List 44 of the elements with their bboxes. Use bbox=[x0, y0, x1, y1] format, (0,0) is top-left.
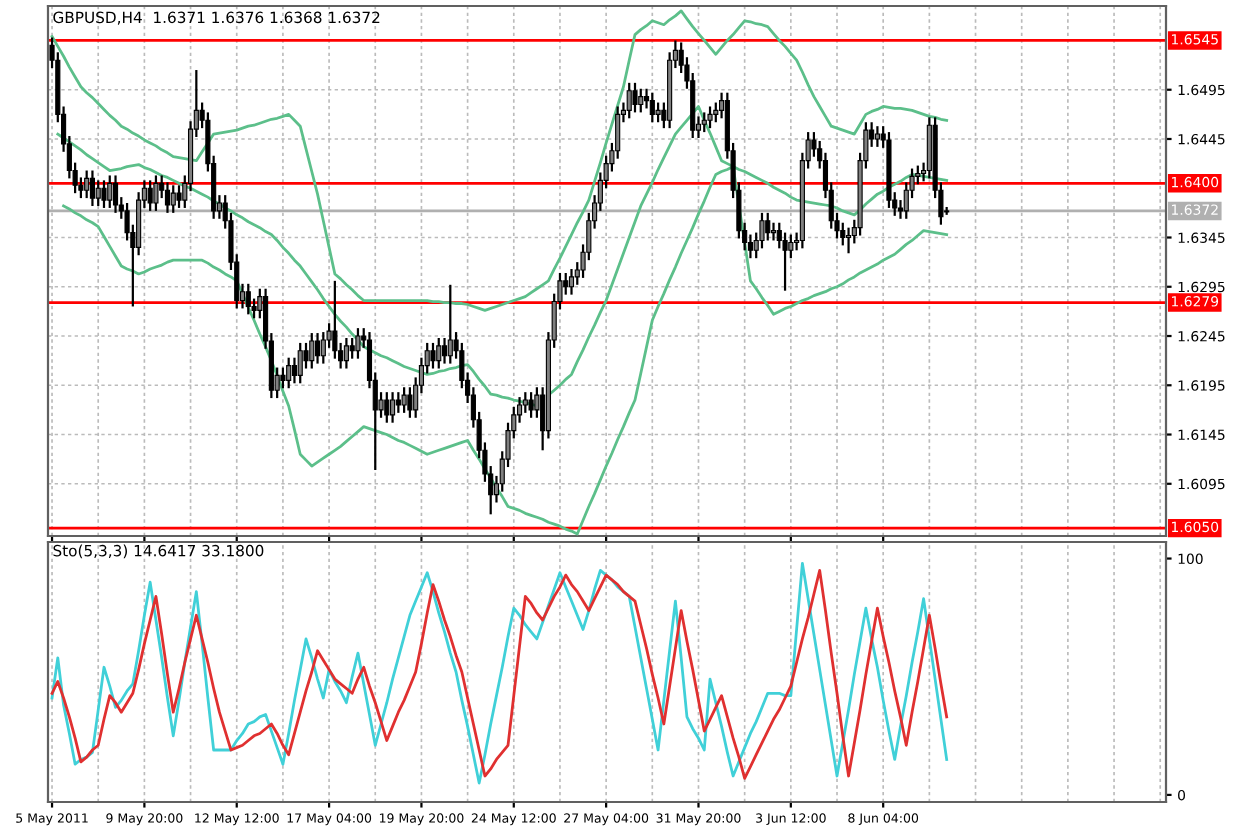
candlestick bbox=[770, 221, 777, 242]
candlestick bbox=[390, 391, 396, 424]
candlestick bbox=[245, 282, 251, 316]
candlestick bbox=[153, 174, 159, 213]
candlestick bbox=[845, 226, 852, 255]
candlestick bbox=[568, 267, 575, 296]
candlestick bbox=[655, 101, 661, 124]
candlestick bbox=[343, 336, 349, 370]
candlestick bbox=[713, 101, 719, 124]
candlestick bbox=[765, 211, 771, 242]
candlestick bbox=[297, 341, 303, 385]
candlestick bbox=[638, 87, 644, 114]
candlestick bbox=[430, 341, 436, 370]
candlestick bbox=[176, 184, 182, 210]
candlestick bbox=[782, 231, 788, 292]
candlestick bbox=[84, 169, 90, 200]
candlestick bbox=[147, 179, 153, 213]
line-series bbox=[50, 9, 949, 312]
candlestick bbox=[164, 181, 171, 214]
candlestick bbox=[707, 105, 713, 130]
candlestick bbox=[840, 221, 846, 247]
candlestick bbox=[101, 179, 107, 210]
candlestick bbox=[874, 125, 880, 148]
candlestick bbox=[355, 327, 361, 360]
candlestick bbox=[309, 331, 315, 370]
candlestick bbox=[107, 174, 113, 210]
candlestick bbox=[320, 330, 326, 365]
candlestick bbox=[303, 341, 309, 370]
candlestick bbox=[436, 336, 442, 370]
candlestick bbox=[528, 391, 534, 419]
candlestick bbox=[701, 111, 707, 134]
candlestick bbox=[89, 169, 96, 208]
candlestick bbox=[759, 211, 765, 250]
candlestick bbox=[170, 184, 176, 214]
candlestick bbox=[407, 386, 413, 419]
candlestick bbox=[112, 174, 119, 214]
candlestick bbox=[401, 386, 407, 414]
candlestick bbox=[632, 81, 638, 114]
candlestick bbox=[384, 391, 390, 424]
candlestick bbox=[447, 283, 453, 365]
candlestick bbox=[286, 356, 292, 390]
candlestick bbox=[314, 331, 321, 365]
candlestick bbox=[563, 271, 569, 296]
candlestick bbox=[626, 81, 632, 120]
